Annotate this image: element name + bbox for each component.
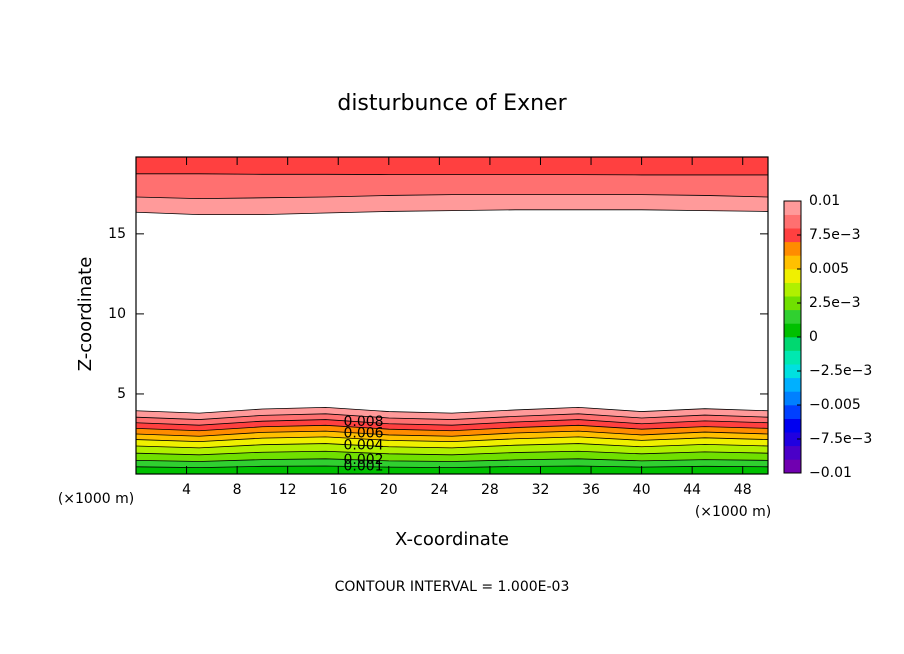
x-tick-label: 28 [481, 482, 499, 498]
x-unit: (×1000 m) [695, 504, 771, 520]
contour-label: 0.004 [343, 438, 383, 454]
contour-line [136, 209, 768, 216]
contour-line [136, 458, 768, 462]
contour-line [136, 450, 768, 456]
contour-label: 0.001 [343, 459, 383, 475]
contour-band [136, 425, 768, 437]
colorbar-band [784, 432, 801, 447]
colorbar-band [784, 364, 801, 379]
colorbar-band [784, 255, 801, 270]
x-tick-label: 4 [182, 482, 191, 498]
colorbar-band [784, 309, 801, 324]
contour-label: 0.002 [343, 452, 383, 468]
x-tick-label: 24 [430, 482, 448, 498]
y-tick-label: 5 [117, 386, 126, 402]
colorbar-tick-label: −0.005 [809, 397, 861, 413]
x-tick-label: 8 [233, 482, 242, 498]
colorbar-tick-label: −7.5e−3 [809, 431, 872, 447]
colorbar-band [784, 296, 801, 311]
chart-title: disturbunce of Exner [337, 91, 567, 116]
colorbar-band [784, 377, 801, 392]
x-tick-label: 44 [683, 482, 701, 498]
contour-band [136, 173, 768, 199]
contour-line [136, 406, 768, 414]
contour-line [136, 194, 768, 200]
colorbar-band [784, 201, 801, 215]
colorbar-band [784, 241, 801, 256]
x-tick-label: 48 [734, 482, 752, 498]
x-tick-label: 16 [329, 482, 347, 498]
colorbar-band [784, 418, 801, 433]
contour-lines [136, 173, 768, 468]
colorbar-tick-label: 0.01 [809, 193, 840, 209]
y-tick-label: 15 [108, 226, 126, 242]
y-tick-label: 10 [108, 306, 126, 322]
contour-line [136, 465, 768, 468]
colorbar-tick-label: 0 [809, 329, 818, 345]
colorbar-band [784, 445, 801, 460]
contour-band [136, 465, 768, 474]
contour-label: 0.008 [343, 414, 383, 430]
colorbar-band [784, 337, 801, 351]
x-tick-label: 32 [532, 482, 550, 498]
colorbar-tick-label: 7.5e−3 [809, 227, 861, 243]
x-tick-label: 36 [582, 482, 600, 498]
colorbar-band [784, 350, 801, 365]
colorbar-band [784, 391, 801, 406]
colorbar-tick-label: −0.01 [809, 465, 852, 481]
colorbar-tick-label: −2.5e−3 [809, 363, 872, 379]
contour-label: 0.006 [343, 425, 383, 441]
x-tick-label: 40 [633, 482, 651, 498]
x-tick-label: 12 [279, 482, 297, 498]
contour-line [136, 443, 768, 449]
colorbar-band [784, 323, 801, 338]
colorbar-band [784, 405, 801, 419]
footer: CONTOUR INTERVAL = 1.000E-03 [335, 579, 570, 595]
colorbar-band [784, 282, 801, 297]
contour-band [136, 443, 768, 455]
x-axis-label: X-coordinate [395, 529, 509, 550]
contour-band [136, 413, 768, 426]
contour-line [136, 413, 768, 420]
contour-band [136, 157, 768, 175]
contour-line [136, 419, 768, 426]
contour-line [136, 173, 768, 176]
colorbar-tick-label: 0.005 [809, 261, 849, 277]
colorbar-tick-label: 2.5e−3 [809, 295, 861, 311]
fills [136, 157, 768, 474]
contour-line [136, 430, 768, 437]
contour-line [136, 436, 768, 443]
plot-frame [135, 156, 769, 475]
x-unit: (×1000 m) [58, 491, 134, 507]
contour-band [136, 458, 768, 468]
y-axis-label: Z-coordinate [75, 257, 96, 372]
colorbar-band [784, 214, 801, 229]
contour-line [136, 424, 768, 432]
colorbar-band [784, 228, 801, 243]
colorbar-band [784, 459, 801, 474]
colorbar-band [784, 269, 801, 283]
x-tick-label: 20 [380, 482, 398, 498]
